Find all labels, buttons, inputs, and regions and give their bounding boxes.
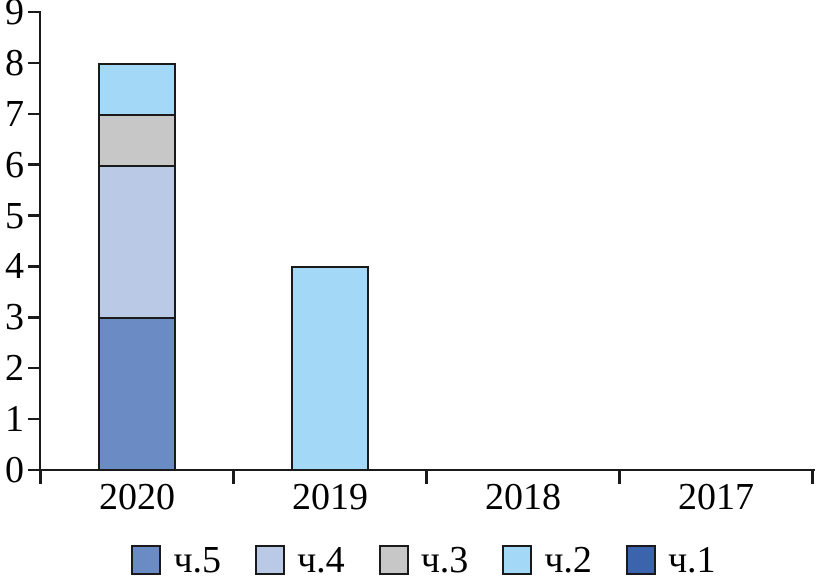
y-axis-tick-label: 8 — [5, 41, 24, 84]
x-axis-tick — [425, 470, 428, 484]
y-axis-line — [38, 10, 42, 472]
y-axis-tick — [28, 316, 40, 319]
bar-segment — [98, 62, 176, 114]
y-axis-tick — [28, 265, 40, 268]
x-axis-tick-label: 2020 — [99, 476, 175, 518]
y-axis-tick-label: 6 — [5, 143, 24, 186]
x-axis-tick — [618, 470, 621, 484]
legend-item: ч.2 — [502, 541, 592, 579]
y-axis-tick-label: 5 — [5, 194, 24, 237]
y-axis-tick — [28, 366, 40, 370]
bar-segment — [98, 317, 176, 470]
legend-swatch — [131, 545, 162, 575]
y-axis-tick-label: 0 — [5, 449, 24, 491]
legend-swatch — [378, 545, 409, 575]
y-axis-tick-label: 7 — [5, 92, 24, 135]
legend-item: ч.1 — [625, 539, 716, 579]
x-axis-tick-label: 2018 — [485, 476, 561, 518]
y-axis-tick — [28, 10, 40, 14]
legend-label: ч.4 — [297, 539, 345, 579]
bar-segment — [98, 113, 176, 165]
y-axis-tick — [28, 417, 40, 421]
legend-swatch — [625, 545, 656, 575]
y-axis-tick — [28, 214, 40, 217]
y-axis-tick-label: 2 — [5, 347, 24, 390]
x-axis-tick — [232, 470, 235, 484]
legend-swatch — [255, 545, 286, 575]
x-axis-tick — [39, 470, 42, 484]
y-axis-tick-label: 3 — [5, 296, 24, 339]
bar-segment — [291, 266, 369, 470]
legend: ч.5 ч.4 ч.3 ч.2 ч.1 — [0, 541, 817, 579]
legend-item: ч.5 — [131, 541, 221, 579]
legend-label: ч.3 — [420, 539, 469, 579]
legend-item: ч.3 — [378, 539, 469, 579]
x-axis-line — [38, 468, 816, 472]
legend-label: ч.5 — [173, 539, 222, 579]
y-axis-tick-label: 9 — [5, 0, 24, 33]
y-axis-tick — [28, 61, 40, 65]
y-axis-tick-label: 1 — [5, 398, 24, 441]
y-axis-tick-label: 4 — [5, 245, 24, 288]
x-axis-tick-label: 2017 — [678, 476, 754, 518]
legend-label: ч.1 — [667, 539, 716, 579]
y-axis-tick — [28, 163, 40, 166]
x-axis-tick — [811, 470, 814, 484]
legend-swatch — [502, 545, 533, 575]
bar-segment — [98, 164, 176, 318]
legend-item: ч.4 — [255, 541, 345, 579]
x-axis-tick-label: 2019 — [292, 476, 368, 518]
y-axis-tick — [28, 112, 40, 116]
legend-label: ч.2 — [544, 539, 592, 579]
y-axis-tick — [28, 468, 40, 472]
